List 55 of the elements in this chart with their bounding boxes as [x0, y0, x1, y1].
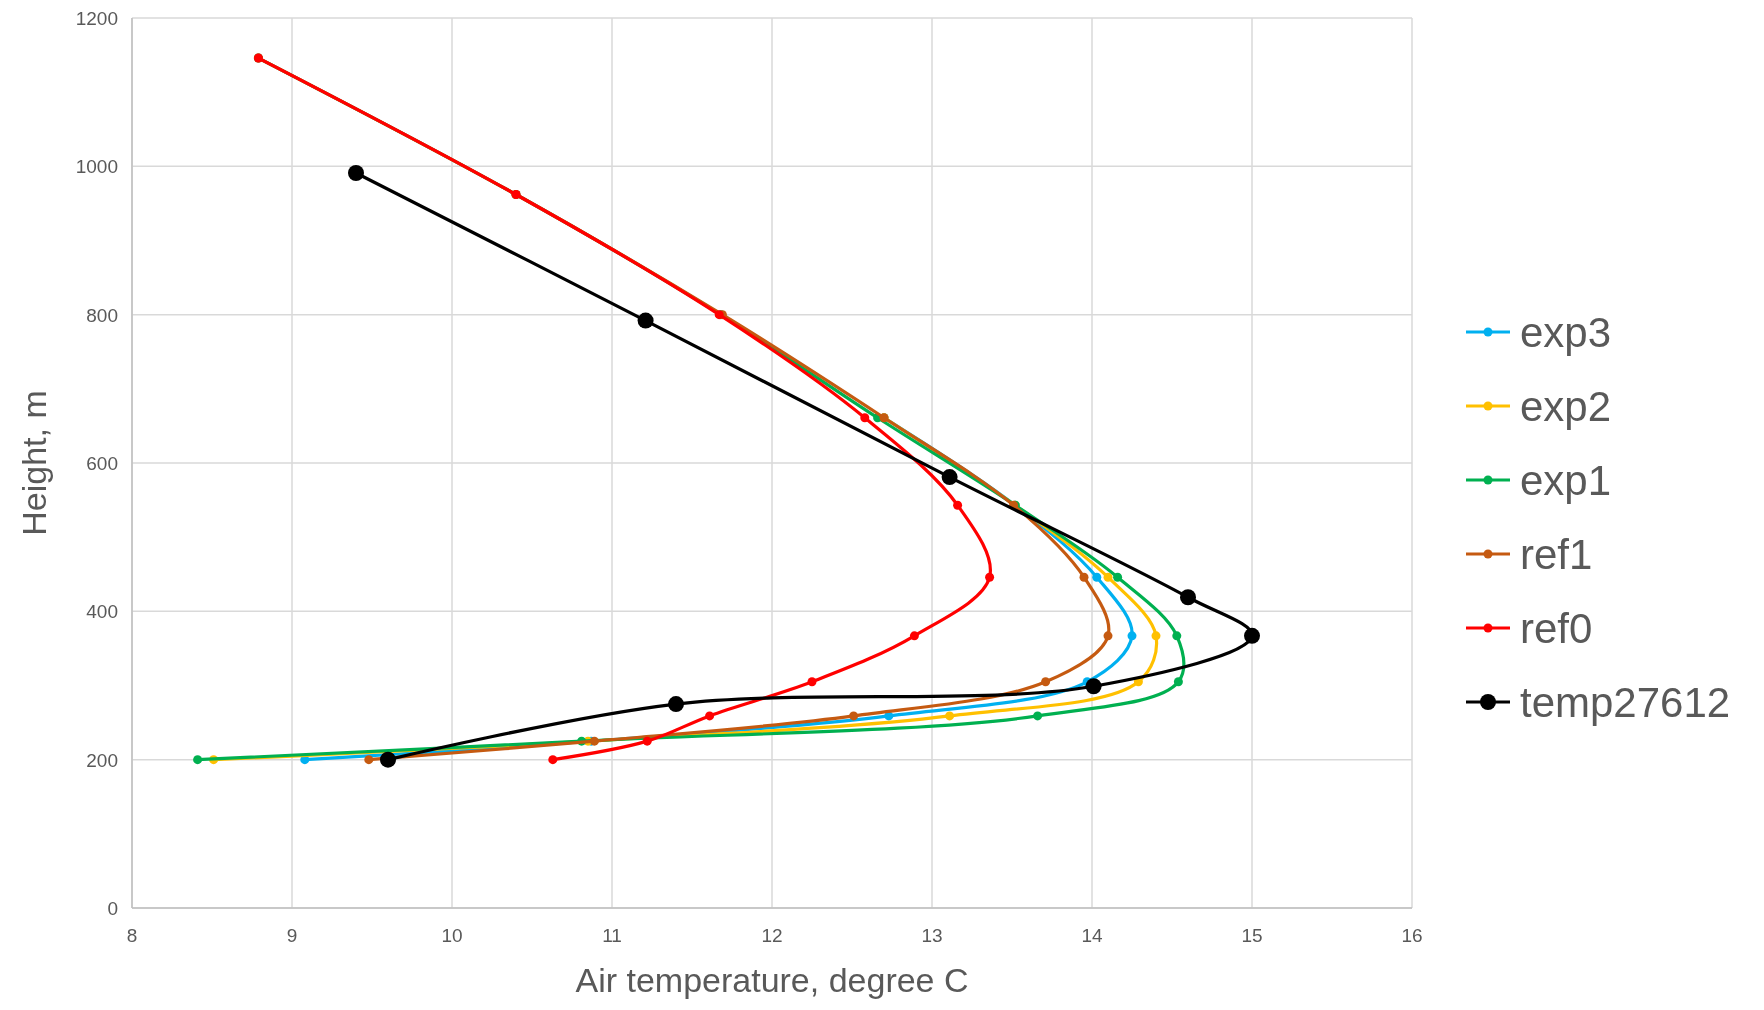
y-tick-label: 600 [86, 453, 118, 474]
y-tick-label: 1000 [75, 156, 118, 178]
y-tick-label: 400 [86, 601, 118, 623]
point [849, 711, 859, 721]
x-tick-label: 12 [761, 925, 783, 946]
y-axis-title: Height, m [15, 390, 53, 536]
legend-label: ref0 [1520, 605, 1593, 652]
legend-label: exp2 [1520, 383, 1612, 430]
point [860, 413, 870, 423]
x-tick-label: 10 [441, 925, 463, 946]
point [1041, 677, 1051, 687]
x-tick-label: 11 [602, 925, 622, 946]
y-tick-label: 1200 [75, 8, 118, 29]
x-tick-label: 15 [1241, 925, 1263, 946]
point [1079, 572, 1089, 582]
point [953, 500, 963, 510]
point [637, 312, 654, 329]
point [642, 736, 652, 746]
y-tick-label: 0 [107, 898, 118, 919]
legend-label: exp1 [1520, 457, 1612, 504]
x-tick-label: 9 [286, 925, 298, 946]
point [1151, 631, 1161, 641]
point [1103, 572, 1113, 582]
point [348, 165, 364, 182]
legend-label: ref1 [1520, 531, 1593, 578]
point [909, 631, 919, 641]
y-tick-label: 200 [86, 749, 118, 771]
point [1127, 631, 1137, 641]
x-tick-label: 13 [921, 925, 943, 946]
point [1033, 711, 1043, 721]
point [548, 755, 558, 765]
point [1103, 631, 1113, 641]
legend-label: temp27612 [1520, 679, 1731, 726]
point [668, 696, 684, 713]
point [1172, 631, 1182, 641]
point [1113, 572, 1123, 582]
legend-label: exp3 [1520, 309, 1612, 356]
point [985, 572, 995, 582]
x-tick-label: 14 [1081, 925, 1103, 946]
point [705, 711, 715, 721]
point [807, 677, 817, 687]
x-axis-title: Air temperature, degree C [575, 961, 969, 999]
point [193, 755, 203, 765]
point [364, 755, 374, 765]
point [1092, 572, 1102, 582]
point [1180, 589, 1196, 606]
point [1173, 677, 1183, 687]
x-tick-label: 16 [1401, 925, 1423, 946]
y-tick-label: 800 [86, 304, 118, 326]
x-tick-label: 8 [126, 925, 138, 946]
point [1244, 627, 1260, 644]
point [945, 711, 955, 721]
point [1085, 678, 1102, 695]
point [941, 469, 958, 486]
point [380, 751, 396, 768]
